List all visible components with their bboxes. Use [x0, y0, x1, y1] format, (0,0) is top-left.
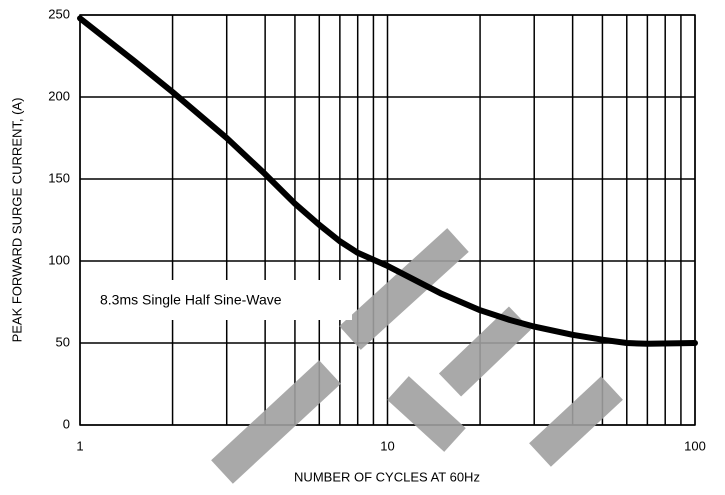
x-axis-label: NUMBER OF CYCLES AT 60Hz [294, 469, 480, 484]
y-tick-label: 150 [48, 170, 70, 185]
y-axis-label: PEAK FORWARD SURGE CURRENT, (A) [9, 98, 24, 343]
y-tick-label: 100 [48, 252, 70, 267]
y-tick-label: 0 [63, 416, 70, 431]
annotation-box [92, 280, 352, 320]
y-tick-label: 200 [48, 88, 70, 103]
y-tick-label: 250 [48, 6, 70, 21]
x-tick-label: 100 [684, 438, 706, 453]
data-line [77, 15, 698, 347]
x-tick-label: 10 [380, 438, 394, 453]
watermark [211, 228, 623, 484]
plot-frame [79, 14, 696, 426]
x-tick-label: 1 [76, 438, 83, 453]
y-tick-label: 50 [56, 334, 70, 349]
annotation: 8.3ms Single Half Sine-Wave [100, 292, 282, 308]
